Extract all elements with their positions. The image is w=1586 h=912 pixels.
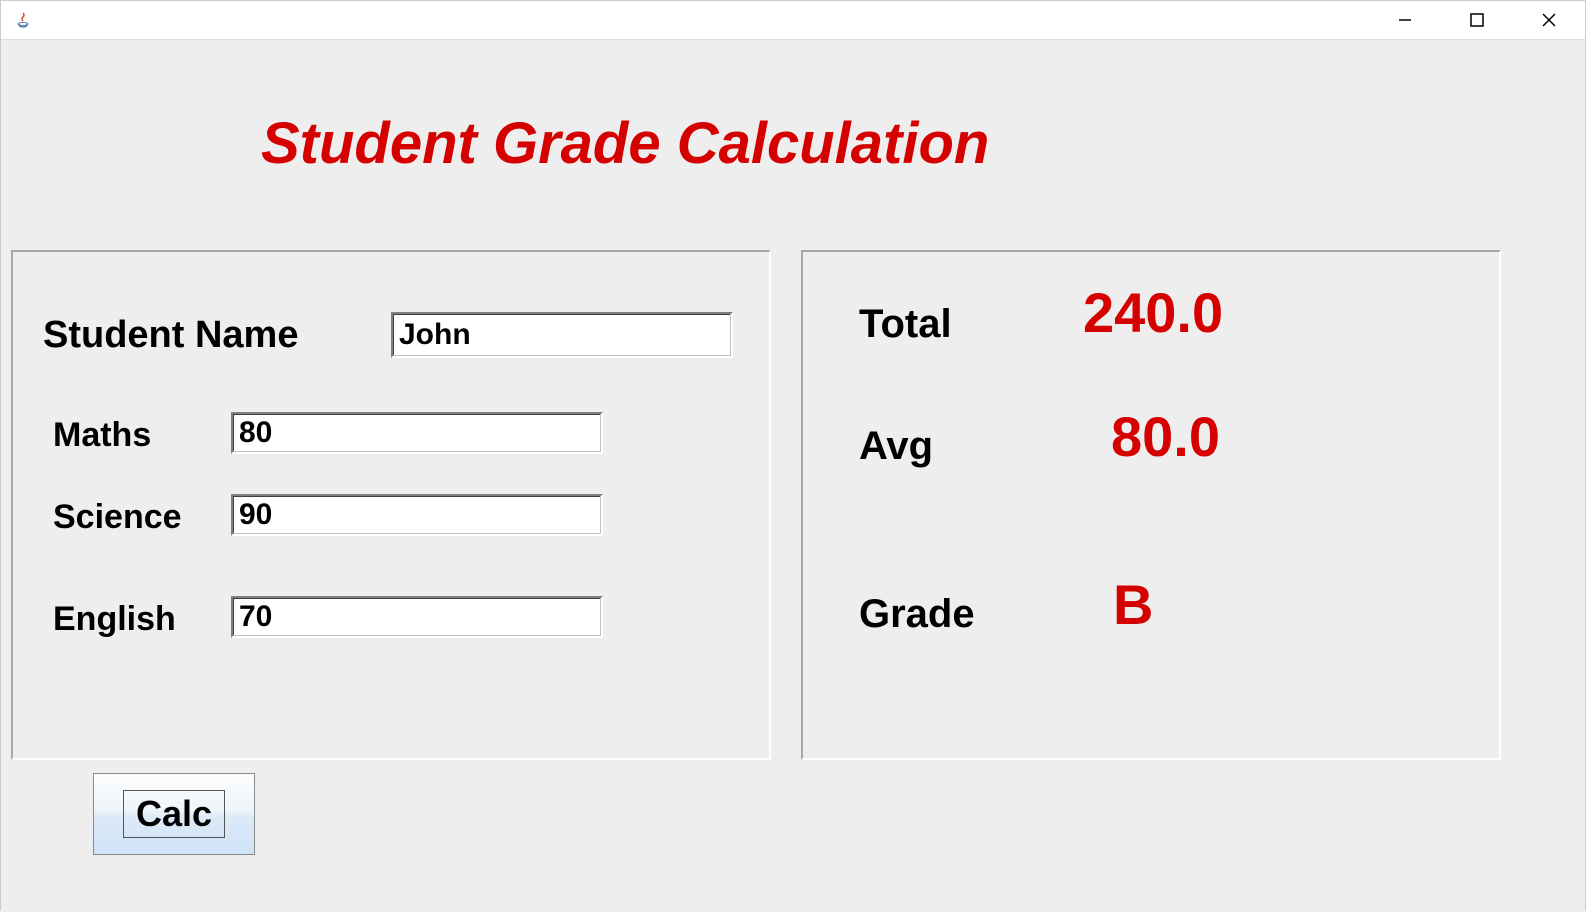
calc-button[interactable]: Calc [93,773,255,855]
student-name-input[interactable] [391,312,733,358]
avg-label: Avg [859,424,933,469]
maths-input[interactable] [231,412,603,454]
avg-value: 80.0 [1111,404,1220,469]
java-app-icon [13,10,33,30]
english-label: English [53,600,176,639]
student-name-label: Student Name [43,314,298,357]
english-input[interactable] [231,596,603,638]
maths-label: Maths [53,416,151,455]
total-label: Total [859,302,952,347]
titlebar [1,1,1585,39]
grade-label: Grade [859,592,975,637]
window-controls [1369,1,1585,39]
page-title: Student Grade Calculation [261,110,989,177]
science-label: Science [53,498,182,537]
app-window: Student Grade Calculation Student Name M… [0,0,1586,911]
science-input[interactable] [231,494,603,536]
content-area: Student Grade Calculation Student Name M… [1,39,1585,912]
minimize-button[interactable] [1369,1,1441,39]
results-panel: Total 240.0 Avg 80.0 Grade B [801,250,1501,760]
calc-button-label: Calc [123,790,225,838]
input-panel: Student Name Maths Science English [11,250,771,760]
close-button[interactable] [1513,1,1585,39]
maximize-button[interactable] [1441,1,1513,39]
grade-value: B [1113,572,1153,637]
total-value: 240.0 [1083,280,1223,345]
